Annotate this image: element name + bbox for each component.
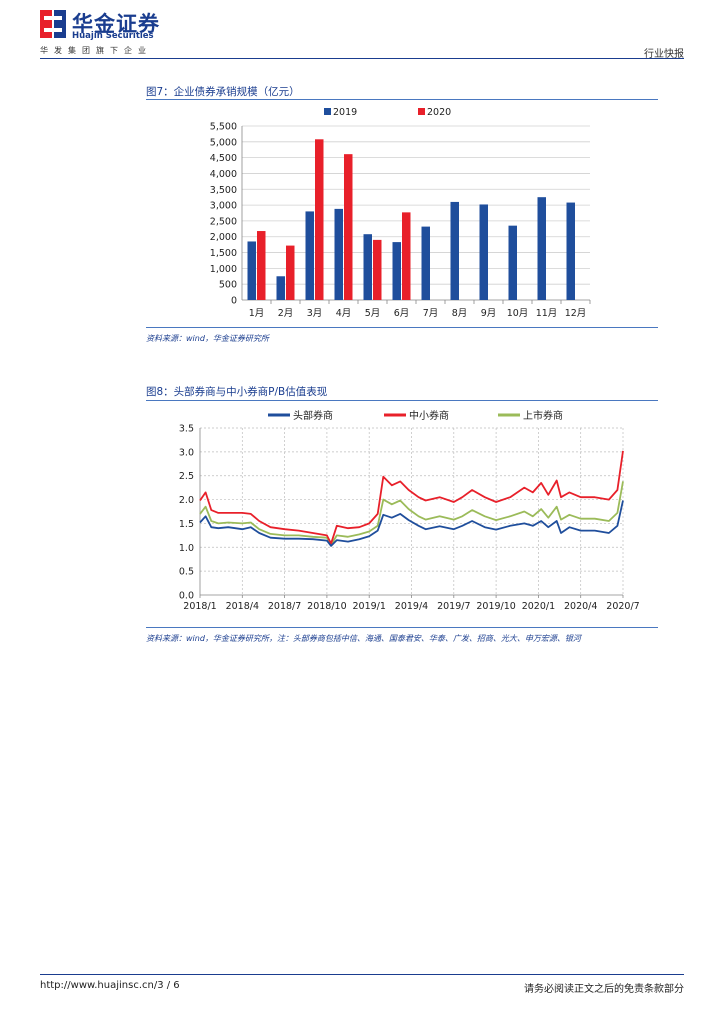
x-tick-label: 2018/4 [226, 601, 259, 612]
bar-2019-8月 [450, 201, 459, 300]
y-tick-label: 2,500 [210, 216, 237, 227]
bar-2020-1月 [257, 231, 266, 300]
x-tick-label: 6月 [394, 308, 410, 319]
group-tagline: 华发集团旗下企业 [40, 46, 152, 55]
x-tick-label: 2019/4 [395, 601, 428, 612]
bar-2020-2月 [286, 245, 295, 300]
x-tick-label: 8月 [452, 308, 468, 319]
bar-2020-3月 [315, 139, 324, 300]
x-tick-label: 3月 [307, 308, 323, 319]
x-tick-label: 2019/7 [437, 601, 470, 612]
series-line-上市券商 [199, 481, 624, 546]
company-name-cn: 华金证券 [72, 12, 160, 36]
y-tick-label: 3.5 [179, 424, 194, 435]
y-tick-label: 2,000 [210, 232, 237, 243]
huajin-logo-icon [40, 10, 66, 38]
series-line-头部券商 [199, 500, 624, 547]
series-line-中小券商 [199, 450, 624, 545]
x-tick-label: 9月 [481, 308, 497, 319]
figure7-title: 图7：企业债券承销规模（亿元） [146, 86, 300, 98]
x-tick-label: 2月 [278, 308, 294, 319]
y-tick-label: 0.0 [179, 591, 194, 602]
x-tick-label: 2018/7 [268, 601, 301, 612]
x-tick-label: 10月 [507, 308, 529, 319]
y-tick-label: 4,000 [210, 169, 237, 180]
x-tick-label: 2020/7 [606, 601, 639, 612]
x-tick-label: 2019/1 [352, 601, 385, 612]
y-tick-label: 0 [231, 296, 237, 307]
footer-url-link[interactable]: http://www.huajinsc.cn/3 / 6 [40, 980, 180, 991]
y-tick-label: 3,000 [210, 201, 237, 212]
y-tick-label: 3.0 [179, 447, 194, 458]
y-tick-label: 5,500 [210, 122, 237, 133]
x-tick-label: 2019/10 [476, 601, 515, 612]
x-tick-label: 7月 [423, 308, 439, 319]
bar-2020-6月 [402, 212, 411, 300]
bar-2019-5月 [363, 234, 372, 300]
x-tick-label: 2020/1 [522, 601, 555, 612]
bar-2019-6月 [392, 242, 401, 300]
header-divider [40, 58, 684, 59]
figure8-source: 资料来源：wind，华金证券研究所，注：头部券商包括中信、海通、国泰君安、华泰、… [146, 634, 581, 643]
x-tick-label: 4月 [336, 308, 352, 319]
figure7-title-rule [146, 99, 658, 100]
bar-2019-2月 [276, 276, 285, 300]
legend-swatch-2020 [418, 108, 425, 115]
bar-2019-11月 [537, 197, 546, 300]
pb-valuation-line-chart: 0.0 0.5 1.0 1.5 2.0 2.5 3.0 3.5 2018/1 2018/4 2018… [179, 409, 640, 612]
bond-underwriting-bar-chart: 0 500 1,000 1,500 2,000 2,500 3,000 3,500 4,000 4… [210, 107, 591, 319]
y-tick-label: 1.5 [179, 519, 194, 530]
bar-2020-4月 [344, 154, 353, 300]
legend-label: 上市券商 [523, 409, 563, 422]
x-tick-label: 2018/10 [307, 601, 346, 612]
footer-divider [40, 974, 684, 975]
legend-label: 中小券商 [409, 409, 449, 422]
report-type: 行业快报 [644, 49, 684, 60]
y-tick-label: 0.5 [179, 567, 194, 578]
y-tick-label: 4,500 [210, 153, 237, 164]
y-tick-label: 2.5 [179, 471, 194, 482]
company-name-en: Huajin Securities [72, 31, 154, 41]
y-tick-label: 1.0 [179, 543, 194, 554]
y-tick-label: 500 [219, 280, 237, 291]
bar-2019-9月 [479, 204, 488, 300]
y-tick-label: 1,500 [210, 248, 237, 259]
bar-2019-4月 [334, 208, 343, 300]
figure7-source: 资料来源：wind，华金证券研究所 [146, 334, 269, 343]
footer-disclaimer: 请务必阅读正文之后的免责条款部分 [524, 984, 684, 995]
figure8-title-rule [146, 400, 658, 401]
bar-2019-1月 [247, 241, 256, 300]
x-tick-label: 12月 [565, 308, 587, 319]
legend-label: 头部券商 [293, 409, 333, 422]
figure8-title: 图8：头部券商与中小券商P/B估值表现 [146, 386, 328, 398]
figure8-bottom-rule [146, 627, 658, 628]
bar-2019-7月 [421, 226, 430, 300]
x-tick-label: 2020/4 [564, 601, 597, 612]
legend-label: 2020 [427, 107, 451, 118]
x-tick-label: 5月 [365, 308, 381, 319]
figure7-bottom-rule [146, 327, 658, 328]
bar-2020-5月 [373, 239, 382, 300]
bar-2019-12月 [566, 202, 575, 300]
y-tick-label: 1,000 [210, 264, 237, 275]
y-tick-label: 5,000 [210, 137, 237, 148]
bar-2019-10月 [508, 225, 517, 300]
x-tick-label: 1月 [249, 308, 265, 319]
x-tick-label: 2018/1 [183, 601, 216, 612]
legend-swatch-2019 [324, 108, 331, 115]
legend-label: 2019 [333, 107, 357, 118]
y-tick-label: 3,500 [210, 185, 237, 196]
x-tick-label: 11月 [536, 308, 558, 319]
y-tick-label: 2.0 [179, 495, 194, 506]
bar-2019-3月 [305, 211, 314, 300]
